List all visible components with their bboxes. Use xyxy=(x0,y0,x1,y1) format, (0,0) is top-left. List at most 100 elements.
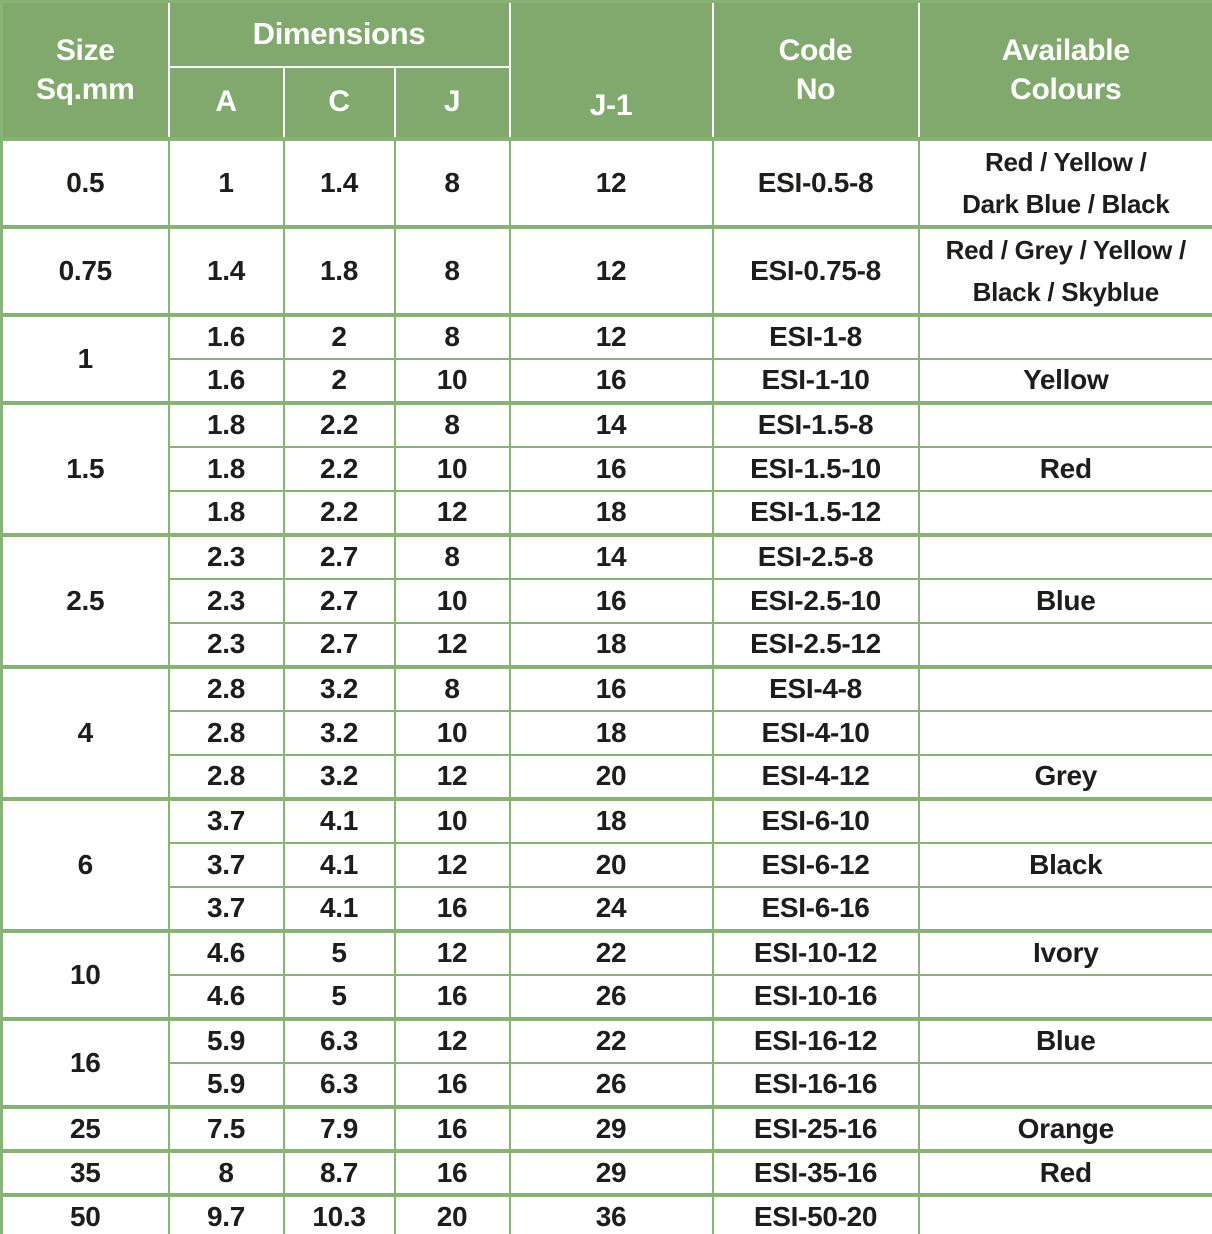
code-cell: ESI-6-10 xyxy=(711,796,920,844)
dim-j-cell: 8 xyxy=(393,224,511,316)
code-cell: ESI-6-12 xyxy=(711,841,920,888)
table-row: 10 4.6 5 12 22 ESI-10-12 Ivory xyxy=(0,928,1212,1020)
dim-j-cell: 16 xyxy=(393,885,511,932)
size-cell: 10 xyxy=(0,928,170,1020)
dim-c-cell: 1.4 xyxy=(282,136,396,228)
table-row: 0.75 1.4 1.8 8 12 ESI-0.75-8 Red / Grey / Yell… xyxy=(0,224,1212,316)
dim-j-cell: 10 xyxy=(393,709,511,756)
dim-a-cell: 1 xyxy=(167,136,285,228)
colour-cell xyxy=(917,400,1212,448)
table-header: Size Sq.mm Dimensions J-1 Code No Availa… xyxy=(0,0,1212,140)
j1-cell: 16 xyxy=(508,445,714,492)
dim-a-cell: 2.3 xyxy=(167,532,285,580)
code-cell: ESI-1.5-12 xyxy=(711,489,920,536)
j1-cell: 14 xyxy=(508,400,714,448)
header-dim-j: J xyxy=(393,65,511,140)
colour-cell xyxy=(917,1192,1212,1234)
header-code-line1: Code xyxy=(778,33,853,67)
colour-cell: Grey xyxy=(917,753,1212,800)
header-code-line2: No xyxy=(795,72,836,106)
dim-j-cell: 12 xyxy=(393,928,511,976)
dim-c-cell: 4.1 xyxy=(282,796,396,844)
dim-j-cell: 12 xyxy=(393,621,511,668)
dim-j-cell: 20 xyxy=(393,1192,511,1234)
dim-a-cell: 1.8 xyxy=(167,445,285,492)
dim-a-cell: 2.8 xyxy=(167,709,285,756)
colour-cell xyxy=(917,796,1212,844)
header-colours-line2: Colours xyxy=(1010,72,1122,106)
code-cell: ESI-16-16 xyxy=(711,1061,920,1108)
size-cell: 4 xyxy=(0,664,170,800)
table-row: 2.8 3.2 12 20 ESI-4-12 Grey xyxy=(2,753,1212,800)
colour-cell xyxy=(917,1061,1212,1108)
j1-cell: 18 xyxy=(508,796,714,844)
dim-a-cell: 1.6 xyxy=(167,357,285,404)
dim-c-cell: 2 xyxy=(282,357,396,404)
table-row: 0.5 1 1.4 8 12 ESI-0.5-8 Red / Yellow / Dark B… xyxy=(0,136,1212,228)
j1-cell: 14 xyxy=(508,532,714,580)
dim-j-cell: 16 xyxy=(393,1061,511,1108)
j1-cell: 36 xyxy=(508,1192,714,1234)
table-row: 1.6 2 10 16 ESI-1-10 Yellow xyxy=(2,357,1212,404)
table-row: 3.7 4.1 16 24 ESI-6-16 xyxy=(2,885,1212,932)
j1-cell: 26 xyxy=(508,1061,714,1108)
j1-cell: 16 xyxy=(508,357,714,404)
header-row-sub: A C J xyxy=(2,65,1212,140)
header-dim-c: C xyxy=(282,65,396,140)
code-cell: ESI-25-16 xyxy=(711,1104,920,1152)
header-size-line2: Sq.mm xyxy=(35,72,135,106)
dim-j-cell: 8 xyxy=(393,136,511,228)
colour-cell xyxy=(917,312,1212,360)
colour-cell xyxy=(917,709,1212,756)
j1-cell: 12 xyxy=(508,224,714,316)
dim-c-cell: 5 xyxy=(282,928,396,976)
dim-c-cell: 2.2 xyxy=(282,400,396,448)
dim-a-cell: 3.7 xyxy=(167,841,285,888)
dim-c-cell: 2 xyxy=(282,312,396,360)
dim-a-cell: 7.5 xyxy=(167,1104,285,1152)
dim-a-cell: 9.7 xyxy=(167,1192,285,1234)
code-cell: ESI-50-20 xyxy=(711,1192,920,1234)
size-cell: 1.5 xyxy=(0,400,170,536)
colour-cell: Black xyxy=(917,841,1212,888)
dim-c-cell: 10.3 xyxy=(282,1192,396,1234)
header-row-top: Size Sq.mm Dimensions J-1 Code No Availa… xyxy=(0,0,1212,140)
dim-a-cell: 1.4 xyxy=(167,224,285,316)
size-cell: 1 xyxy=(0,312,170,404)
table-row: 4.6 5 16 26 ESI-10-16 xyxy=(2,973,1212,1020)
colour-cell xyxy=(917,621,1212,668)
code-cell: ESI-10-12 xyxy=(711,928,920,976)
table-row: 1.5 1.8 2.2 8 14 ESI-1.5-8 xyxy=(0,400,1212,536)
header-code-no: Code No xyxy=(711,0,920,140)
dim-j-cell: 16 xyxy=(393,973,511,1020)
colour-cell xyxy=(917,885,1212,932)
code-cell: ESI-4-10 xyxy=(711,709,920,756)
dim-j-cell: 16 xyxy=(393,1148,511,1196)
j1-cell: 20 xyxy=(508,753,714,800)
header-dim-a: A xyxy=(167,65,285,140)
code-cell: ESI-0.75-8 xyxy=(711,224,920,316)
colour-cell: Ivory xyxy=(917,928,1212,976)
dim-j-cell: 10 xyxy=(393,577,511,624)
code-cell: ESI-35-16 xyxy=(711,1148,920,1196)
code-cell: ESI-2.5-8 xyxy=(711,532,920,580)
dim-j-cell: 12 xyxy=(393,753,511,800)
table-row: 1.8 2.2 12 18 ESI-1.5-12 xyxy=(2,489,1212,536)
table-row: 1.8 2.2 10 16 ESI-1.5-10 Red xyxy=(2,445,1212,492)
j1-cell: 26 xyxy=(508,973,714,1020)
colour-cell: Blue xyxy=(917,1016,1212,1064)
dim-c-cell: 5 xyxy=(282,973,396,1020)
j1-cell: 20 xyxy=(508,841,714,888)
size-cell: 35 xyxy=(0,1148,170,1196)
dim-c-cell: 6.3 xyxy=(282,1061,396,1108)
header-size-line1: Size xyxy=(55,33,115,67)
dim-c-cell: 4.1 xyxy=(282,885,396,932)
dim-j-cell: 10 xyxy=(393,796,511,844)
code-cell: ESI-1-10 xyxy=(711,357,920,404)
table-row: 35 8 8.7 16 29 ESI-35-16 Red xyxy=(0,1148,1212,1196)
dim-c-cell: 7.9 xyxy=(282,1104,396,1152)
dim-a-cell: 2.3 xyxy=(167,621,285,668)
size-cell: 16 xyxy=(0,1016,170,1108)
dim-c-cell: 2.2 xyxy=(282,489,396,536)
header-j1: J-1 xyxy=(508,0,714,140)
